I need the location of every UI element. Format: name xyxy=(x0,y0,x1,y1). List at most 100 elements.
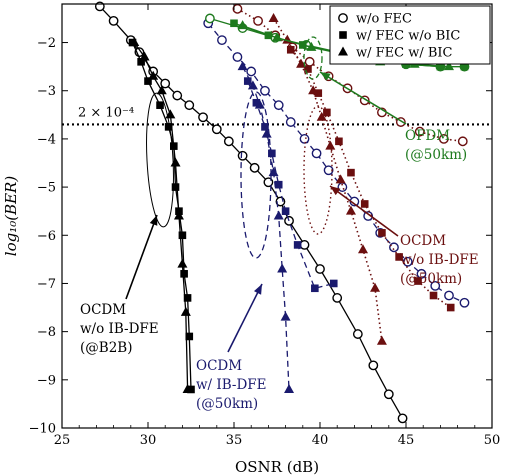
data-point xyxy=(299,240,310,250)
data-point xyxy=(280,311,291,321)
threshold-label: 2 × 10⁻⁴ xyxy=(78,105,134,120)
arrow-shaft xyxy=(329,185,399,237)
data-point xyxy=(129,37,140,47)
data-point xyxy=(243,77,252,85)
data-point xyxy=(430,280,441,291)
data-point xyxy=(223,136,234,147)
annotation-line: OCDM xyxy=(196,358,242,374)
data-point xyxy=(187,385,195,394)
data-point xyxy=(315,264,325,274)
legend-label: w/o FEC xyxy=(356,12,412,27)
series-line xyxy=(131,42,192,390)
series-1 xyxy=(128,38,195,394)
data-point xyxy=(459,297,470,308)
annotation-ofdm: OFDM (@50km) xyxy=(405,128,467,163)
data-point xyxy=(253,15,263,26)
data-point xyxy=(460,62,469,71)
data-point xyxy=(402,256,413,267)
y-tick-label: −9 xyxy=(37,373,56,388)
noibdfe-50km-ellipse xyxy=(303,105,333,235)
data-point xyxy=(332,293,343,303)
data-point xyxy=(139,51,150,61)
annotation-ocdm-noibdfe-50km: OCDM w/o IB-DFE (@50km) xyxy=(400,233,479,287)
data-point xyxy=(335,174,346,184)
data-point xyxy=(378,229,386,237)
series-3 xyxy=(203,18,470,308)
data-point xyxy=(205,13,215,24)
group-ellipses xyxy=(146,36,333,259)
data-point xyxy=(438,134,449,144)
data-point xyxy=(376,335,387,345)
annotation-line: (@50km) xyxy=(196,396,258,412)
data-point xyxy=(414,126,425,137)
data-point xyxy=(180,306,191,316)
data-point xyxy=(429,291,438,300)
data-point xyxy=(260,85,270,96)
annotation-line: OFDM xyxy=(405,128,450,144)
data-point xyxy=(352,329,363,339)
data-point xyxy=(268,12,279,22)
data-point xyxy=(211,124,222,135)
data-point xyxy=(273,210,284,220)
chart-grid: 2 × 10⁻⁴ xyxy=(62,105,492,126)
data-point xyxy=(325,140,336,150)
data-point xyxy=(237,61,248,71)
data-point xyxy=(314,89,323,97)
data-point xyxy=(304,65,312,73)
annotation-line: (@50km) xyxy=(405,147,467,163)
data-point xyxy=(363,211,374,221)
data-point xyxy=(281,207,290,215)
ibdfe-group-ellipse xyxy=(240,91,272,259)
annotation-ocdm-ibdfe-50km: OCDM w/ IB-DFE (@50km) xyxy=(196,358,267,412)
annotation-line: w/o IB-DFE xyxy=(80,321,159,337)
x-tick-label: 30 xyxy=(140,433,157,448)
x-tick-label: 40 xyxy=(312,433,329,448)
legend-marker xyxy=(338,46,348,56)
legend-label: w/ FEC w/ BIC xyxy=(356,46,453,61)
data-point xyxy=(247,80,258,90)
data-point xyxy=(185,332,194,341)
y-tick-label: −4 xyxy=(37,132,56,147)
data-point xyxy=(457,136,468,147)
data-point xyxy=(182,383,193,393)
data-point xyxy=(274,180,283,189)
x-tick-label: 45 xyxy=(398,433,415,448)
data-point xyxy=(108,15,119,26)
annotation-line: OCDM xyxy=(80,302,126,318)
annotation-arrow-ofdm xyxy=(319,71,407,125)
data-point xyxy=(304,56,315,67)
data-point xyxy=(180,270,188,278)
legend-entry-1: w/ FEC w/o BIC xyxy=(339,29,460,44)
data-point xyxy=(370,282,381,292)
y-tick-label: −2 xyxy=(37,36,56,51)
data-point xyxy=(170,157,181,167)
series-7 xyxy=(286,45,455,312)
data-point xyxy=(156,85,167,95)
arrow-head xyxy=(253,284,262,295)
annotation-line: (@50km) xyxy=(400,271,462,287)
data-point xyxy=(198,112,208,123)
series-line xyxy=(272,18,383,342)
y-tick-label: −8 xyxy=(37,325,56,340)
arrow-shaft xyxy=(125,214,158,300)
data-point xyxy=(230,19,238,28)
data-point xyxy=(184,100,195,111)
legend-label: w/ FEC w/o BIC xyxy=(356,29,460,44)
data-point xyxy=(156,101,164,109)
arrow-head xyxy=(149,215,158,226)
annotation-arrow-ocdm-ibdfe-50km xyxy=(227,283,263,353)
data-point xyxy=(316,111,327,121)
data-point xyxy=(323,165,334,176)
data-point xyxy=(160,78,171,89)
data-point xyxy=(183,294,192,302)
series-line xyxy=(133,42,189,390)
data-point xyxy=(285,117,296,127)
data-point xyxy=(395,253,403,261)
annotation-line: w/o IB-DFE xyxy=(400,252,479,268)
data-point xyxy=(261,128,272,138)
annotation-ocdm-noibdfe-b2b: OCDM w/o IB-DFE (@B2B) xyxy=(80,302,159,356)
data-point xyxy=(444,290,454,301)
data-point xyxy=(268,167,279,177)
data-point xyxy=(178,231,187,240)
data-point xyxy=(277,263,288,273)
